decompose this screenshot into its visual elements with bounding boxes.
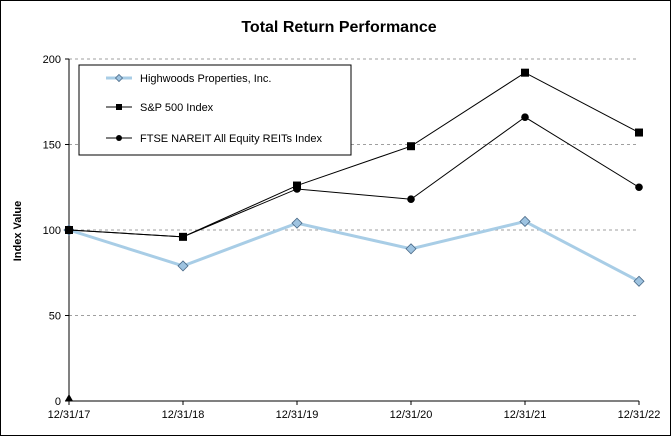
y-tick-label: 100: [43, 225, 61, 237]
data-point: [633, 275, 645, 287]
legend-box: [78, 64, 352, 156]
data-point: [519, 215, 531, 228]
data-point: [293, 185, 301, 193]
series-3: [65, 113, 643, 241]
data-point: [521, 113, 529, 121]
origin-marker: [65, 394, 73, 401]
legend-marker: [116, 104, 122, 110]
data-point: [407, 142, 415, 151]
data-point: [635, 128, 643, 137]
data-point: [291, 217, 303, 229]
legend: Highwoods Properties, Inc. S&P 500 Index F…: [78, 64, 352, 156]
y-tick-label: 150: [43, 140, 61, 152]
series-1: [63, 215, 645, 287]
chart-title: Total Return Performance: [241, 19, 436, 36]
data-point: [405, 243, 417, 255]
y-tick-label: 50: [49, 311, 61, 323]
x-tick-label: 12/31/21: [504, 409, 547, 421]
series-line: [68, 219, 640, 283]
x-tick-label: 12/31/20: [390, 409, 433, 421]
series-group: [63, 68, 645, 287]
legend-marker: [116, 135, 122, 141]
y-tick-label: 0: [55, 396, 61, 408]
y-ticks: 0 50 100 150 200: [43, 54, 69, 408]
x-tick-label: 12/31/19: [276, 409, 319, 421]
x-tick-label: 12/31/17: [48, 409, 91, 421]
legend-label: S&P 500 Index: [140, 102, 214, 114]
x-ticks: 12/31/17 12/31/18 12/31/19 12/31/20 12/31/21…: [48, 401, 661, 421]
y-tick-label: 200: [43, 54, 61, 66]
data-point: [635, 183, 643, 192]
x-tick-label: 12/31/18: [162, 409, 205, 421]
data-point: [407, 195, 415, 204]
legend-label: FTSE NAREIT All Equity REITs Index: [140, 133, 322, 145]
x-tick-label: 12/31/22: [618, 409, 661, 421]
y-axis-label: Index Value: [12, 201, 24, 262]
data-point: [177, 260, 189, 272]
data-point: [65, 226, 73, 234]
series-line: [68, 116, 640, 238]
data-point: [179, 233, 187, 241]
legend-label: Highwoods Properties, Inc.: [140, 73, 271, 85]
data-point: [521, 68, 529, 77]
legend-marker: [114, 73, 124, 83]
